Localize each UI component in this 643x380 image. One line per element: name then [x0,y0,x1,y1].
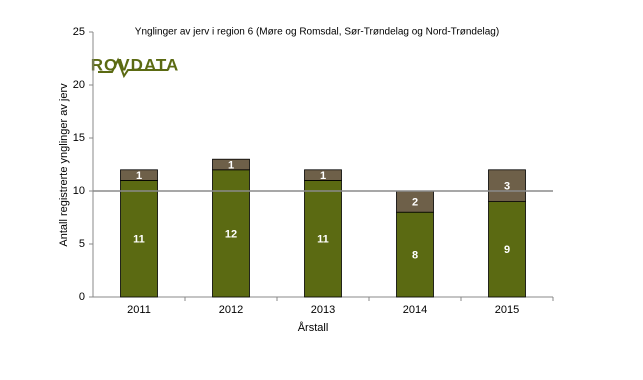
logo-line [98,57,168,79]
data-label: 2 [412,197,418,209]
bar-segment [304,169,342,181]
bar-segment [120,169,158,181]
y-axis-title: Antall registrerte ynglinger av jerv [58,83,70,247]
x-tick-label: 2013 [311,304,335,316]
y-tick-label: 15 [73,132,85,144]
y-tick-label: 20 [73,79,85,91]
data-label: 11 [317,234,329,246]
bar-segment [120,179,158,298]
data-label: 9 [504,244,510,256]
y-tick-label: 25 [73,26,85,38]
data-label: 12 [225,228,237,240]
data-label: 1 [136,170,142,182]
x-tick-label: 2015 [495,304,519,316]
y-tick-label: 10 [73,185,85,197]
bar-segment [396,211,434,298]
bar-segment [488,169,526,203]
data-label: 1 [320,170,326,182]
y-tick-label: 5 [79,238,85,250]
data-label: 8 [412,250,418,262]
bar-segment [304,179,342,298]
x-tick-label: 2012 [219,304,243,316]
data-label: 3 [504,181,510,193]
x-tick-label: 2011 [127,304,151,316]
x-tick-label: 2014 [403,304,427,316]
x-axis-title: Årstall [298,321,329,334]
y-tick-label: 0 [79,291,85,303]
data-label: 11 [133,234,145,246]
bar-segment [212,158,250,171]
chart-title: Ynglinger av jerv i region 6 (Møre og Ro… [135,27,499,38]
data-label: 1 [228,159,234,171]
bar-segment [488,201,526,298]
